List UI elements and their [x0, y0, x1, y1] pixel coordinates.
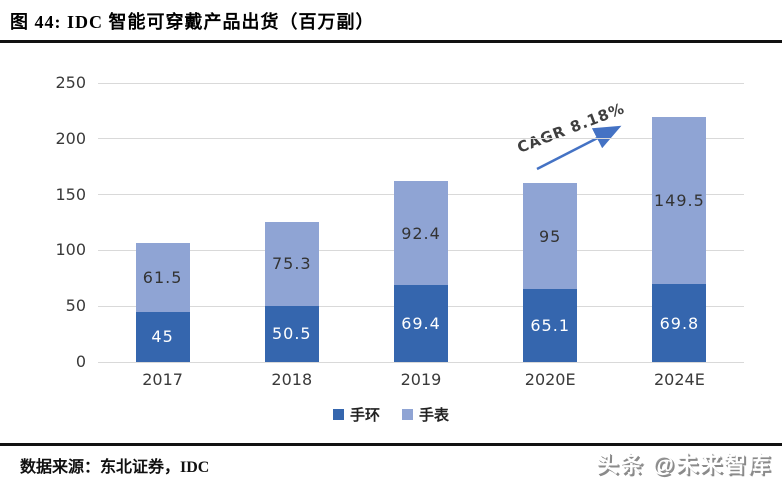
bar-segment-手环-2019: 69.4 [394, 284, 448, 362]
plot-area: CAGR 8.18% 45 61.5 2017 50.5 75.3 2018 69.4 92.… [98, 82, 744, 389]
figure-title: 图 44: IDC 智能可穿戴产品出货（百万副） [10, 12, 375, 32]
x-axis-label: 2020E [524, 370, 576, 389]
data-source: 数据来源：东北证券，IDC [20, 459, 210, 476]
y-axis-tick-label: 100 [55, 240, 86, 260]
bar-segment-手表-2019: 92.4 [394, 181, 448, 285]
gridline [98, 361, 744, 363]
bar-segment-手环-2018: 50.5 [264, 305, 319, 362]
legend-item-手表: 手表 [402, 404, 449, 425]
y-axis-tick-label: 250 [55, 73, 86, 92]
gridline [98, 82, 744, 84]
watermark: 头条 @未来智库 [596, 452, 772, 477]
bar-segment-手表-2018: 75.3 [264, 221, 319, 306]
cagr-arrow-icon [536, 125, 622, 171]
bar-segment-手环-2024E: 69.8 [652, 284, 707, 362]
y-axis-tick-label: 200 [55, 128, 86, 148]
y-axis-tick-label: 50 [65, 296, 86, 316]
y-axis-tick-label: 0 [75, 352, 86, 371]
bar-segment-手表-2017: 61.5 [135, 243, 190, 312]
footer-divider [0, 443, 782, 446]
y-axis-tick-label: 150 [55, 184, 86, 204]
legend-swatch-icon [402, 409, 413, 420]
bar-segment-手环-2017: 45 [135, 311, 190, 362]
legend-item-手环: 手环 [332, 404, 380, 425]
legend-label: 手环 [349, 408, 380, 424]
gridline [98, 138, 744, 140]
x-axis-label: 2019 [400, 370, 442, 389]
legend-label: 手表 [419, 408, 450, 424]
legend-swatch-icon [332, 409, 344, 420]
bar-segment-手环-2020E: 65.1 [523, 289, 578, 362]
title-divider [0, 40, 782, 43]
bar-segment-手表-2020E: 95 [523, 183, 578, 290]
chart-legend: 手环 手表 [0, 404, 782, 425]
x-axis-label: 2017 [142, 370, 183, 389]
bar-segment-手表-2024E: 149.5 [652, 117, 707, 285]
x-axis-label: 2018 [271, 370, 313, 389]
x-axis-label: 2024E [653, 370, 705, 389]
